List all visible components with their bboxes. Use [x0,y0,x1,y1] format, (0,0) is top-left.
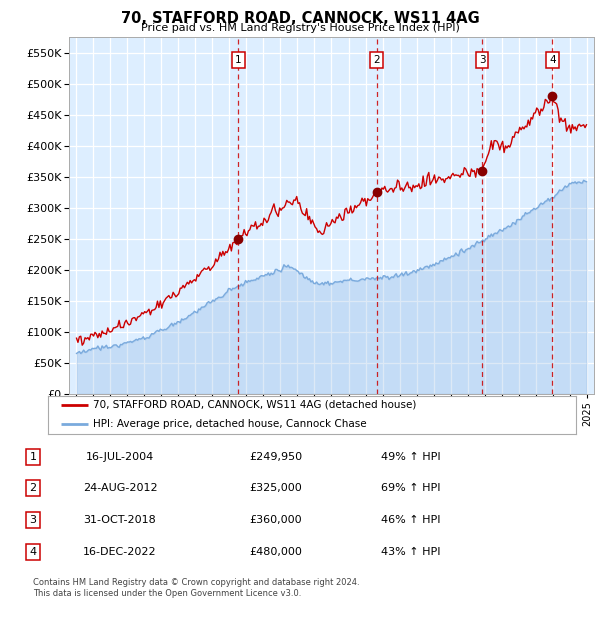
Text: 2: 2 [373,55,380,65]
Text: 1: 1 [235,55,242,65]
Text: 2: 2 [29,483,37,494]
Text: 4: 4 [549,55,556,65]
Text: 70, STAFFORD ROAD, CANNOCK, WS11 4AG: 70, STAFFORD ROAD, CANNOCK, WS11 4AG [121,11,479,25]
Text: 70, STAFFORD ROAD, CANNOCK, WS11 4AG (detached house): 70, STAFFORD ROAD, CANNOCK, WS11 4AG (de… [93,400,416,410]
Text: Contains HM Land Registry data © Crown copyright and database right 2024.: Contains HM Land Registry data © Crown c… [33,578,359,587]
Text: 16-JUL-2004: 16-JUL-2004 [86,452,154,462]
Text: 1: 1 [29,452,37,462]
Text: 43% ↑ HPI: 43% ↑ HPI [381,547,440,557]
Text: 16-DEC-2022: 16-DEC-2022 [83,547,157,557]
Text: HPI: Average price, detached house, Cannock Chase: HPI: Average price, detached house, Cann… [93,419,367,429]
Text: 3: 3 [29,515,37,525]
Text: £360,000: £360,000 [250,515,302,525]
Text: Price paid vs. HM Land Registry's House Price Index (HPI): Price paid vs. HM Land Registry's House … [140,23,460,33]
Text: 46% ↑ HPI: 46% ↑ HPI [381,515,440,525]
Text: 31-OCT-2018: 31-OCT-2018 [83,515,157,525]
Text: This data is licensed under the Open Government Licence v3.0.: This data is licensed under the Open Gov… [33,589,301,598]
Text: £480,000: £480,000 [250,547,302,557]
Text: £249,950: £249,950 [250,452,302,462]
Text: 3: 3 [479,55,485,65]
Text: 4: 4 [29,547,37,557]
Text: 24-AUG-2012: 24-AUG-2012 [83,483,157,494]
Text: 49% ↑ HPI: 49% ↑ HPI [381,452,440,462]
Text: £325,000: £325,000 [250,483,302,494]
Text: 69% ↑ HPI: 69% ↑ HPI [381,483,440,494]
